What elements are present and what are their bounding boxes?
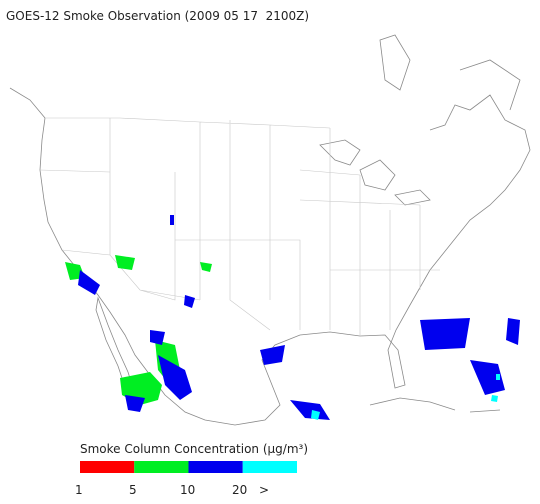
smoke-pixels [65, 215, 520, 420]
canada-coast [379, 34, 521, 111]
great-lakes [319, 139, 431, 206]
caribbean [369, 397, 501, 413]
legend-label: 1 [75, 483, 83, 497]
legend-label: 10 [180, 483, 195, 497]
base-map [9, 34, 531, 426]
coastline [9, 87, 531, 426]
colorbar-segment [134, 461, 189, 473]
colorbar [80, 461, 297, 473]
legend-label: 20 [232, 483, 247, 497]
legend-label: > [259, 483, 269, 497]
smoke-region-cyan [311, 374, 500, 420]
state-borders [39, 117, 440, 335]
colorbar-segment [80, 461, 135, 473]
legend: Smoke Column Concentration (μg/m³) 1 5 1… [75, 442, 308, 497]
colorbar-segment [188, 461, 243, 473]
legend-label: 5 [129, 483, 137, 497]
colorbar-segment [242, 461, 297, 473]
map-title: GOES-12 Smoke Observation (2009 05 17 21… [6, 9, 309, 23]
legend-title: Smoke Column Concentration (μg/m³) [80, 442, 308, 456]
